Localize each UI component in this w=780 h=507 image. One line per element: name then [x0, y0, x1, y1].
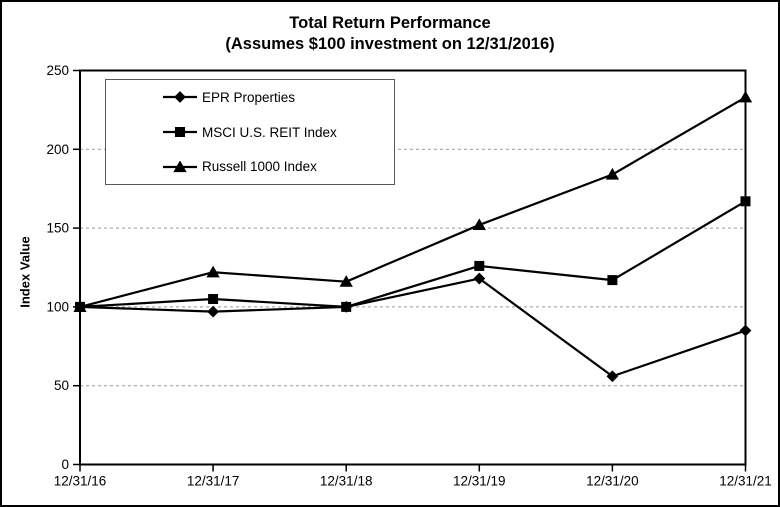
data-point-msci-u-s-reit-index [341, 301, 352, 312]
legend-item-russell-1000-index: Russell 1000 Index [106, 149, 394, 184]
data-point-msci-u-s-reit-index [75, 301, 85, 312]
series-line-russell-1000-index [79, 96, 747, 308]
data-point-russell-1000-index [206, 265, 220, 278]
diamond-marker-icon [174, 91, 186, 104]
y-tick-label: 100 [46, 299, 69, 314]
x-tick-label: 12/31/17 [187, 474, 240, 489]
data-point-msci-u-s-reit-index [607, 275, 618, 286]
data-point-msci-u-s-reit-index [474, 260, 485, 271]
triangle-marker-icon [173, 160, 187, 172]
chart-title: Total Return Performance [289, 14, 491, 32]
legend-label: MSCI U.S. REIT Index [202, 124, 337, 140]
legend-item-epr-properties: EPR Properties [106, 80, 394, 115]
plot-border [79, 69, 747, 466]
y-tick-label: 150 [46, 221, 69, 236]
y-tick-label: 200 [46, 142, 69, 157]
data-point-epr-properties [473, 272, 486, 285]
x-tick-label: 12/31/20 [586, 474, 639, 489]
square-marker-icon [163, 127, 197, 137]
data-point-epr-properties [606, 370, 619, 383]
diamond-marker-icon [163, 91, 197, 104]
triangle-marker-icon [163, 160, 197, 172]
data-point-russell-1000-index [605, 167, 620, 180]
data-point-epr-properties [739, 324, 752, 337]
y-tick-label: 50 [54, 378, 69, 393]
data-point-russell-1000-index [339, 275, 353, 287]
x-tick-label: 12/31/21 [719, 474, 772, 489]
data-point-epr-properties [207, 305, 220, 318]
data-point-russell-1000-index [472, 218, 486, 231]
chart-title-block: Total Return Performance (Assumes $100 i… [2, 13, 778, 55]
x-tick-label: 12/31/18 [320, 474, 373, 489]
series-line-msci-u-s-reit-index [79, 200, 747, 308]
x-tick-label: 12/31/16 [54, 474, 107, 489]
legend-label: Russell 1000 Index [202, 159, 317, 175]
y-tick-label: 250 [46, 63, 69, 78]
square-marker-icon [175, 127, 185, 137]
chart-legend: EPR Properties MSCI U.S. REIT Index Russ… [105, 79, 395, 185]
data-point-msci-u-s-reit-index [740, 196, 751, 207]
data-point-msci-u-s-reit-index [208, 294, 219, 305]
legend-label: EPR Properties [202, 89, 296, 105]
chart-subtitle: (Assumes $100 investment on 12/31/2016) [225, 35, 555, 53]
data-point-russell-1000-index [738, 90, 753, 103]
series-line-epr-properties [79, 277, 746, 378]
y-axis-title: Index Value [17, 236, 33, 308]
legend-item-msci-us-reit-index: MSCI U.S. REIT Index [106, 115, 394, 150]
y-tick-label: 0 [61, 457, 69, 472]
x-tick-label: 12/31/19 [453, 474, 506, 489]
